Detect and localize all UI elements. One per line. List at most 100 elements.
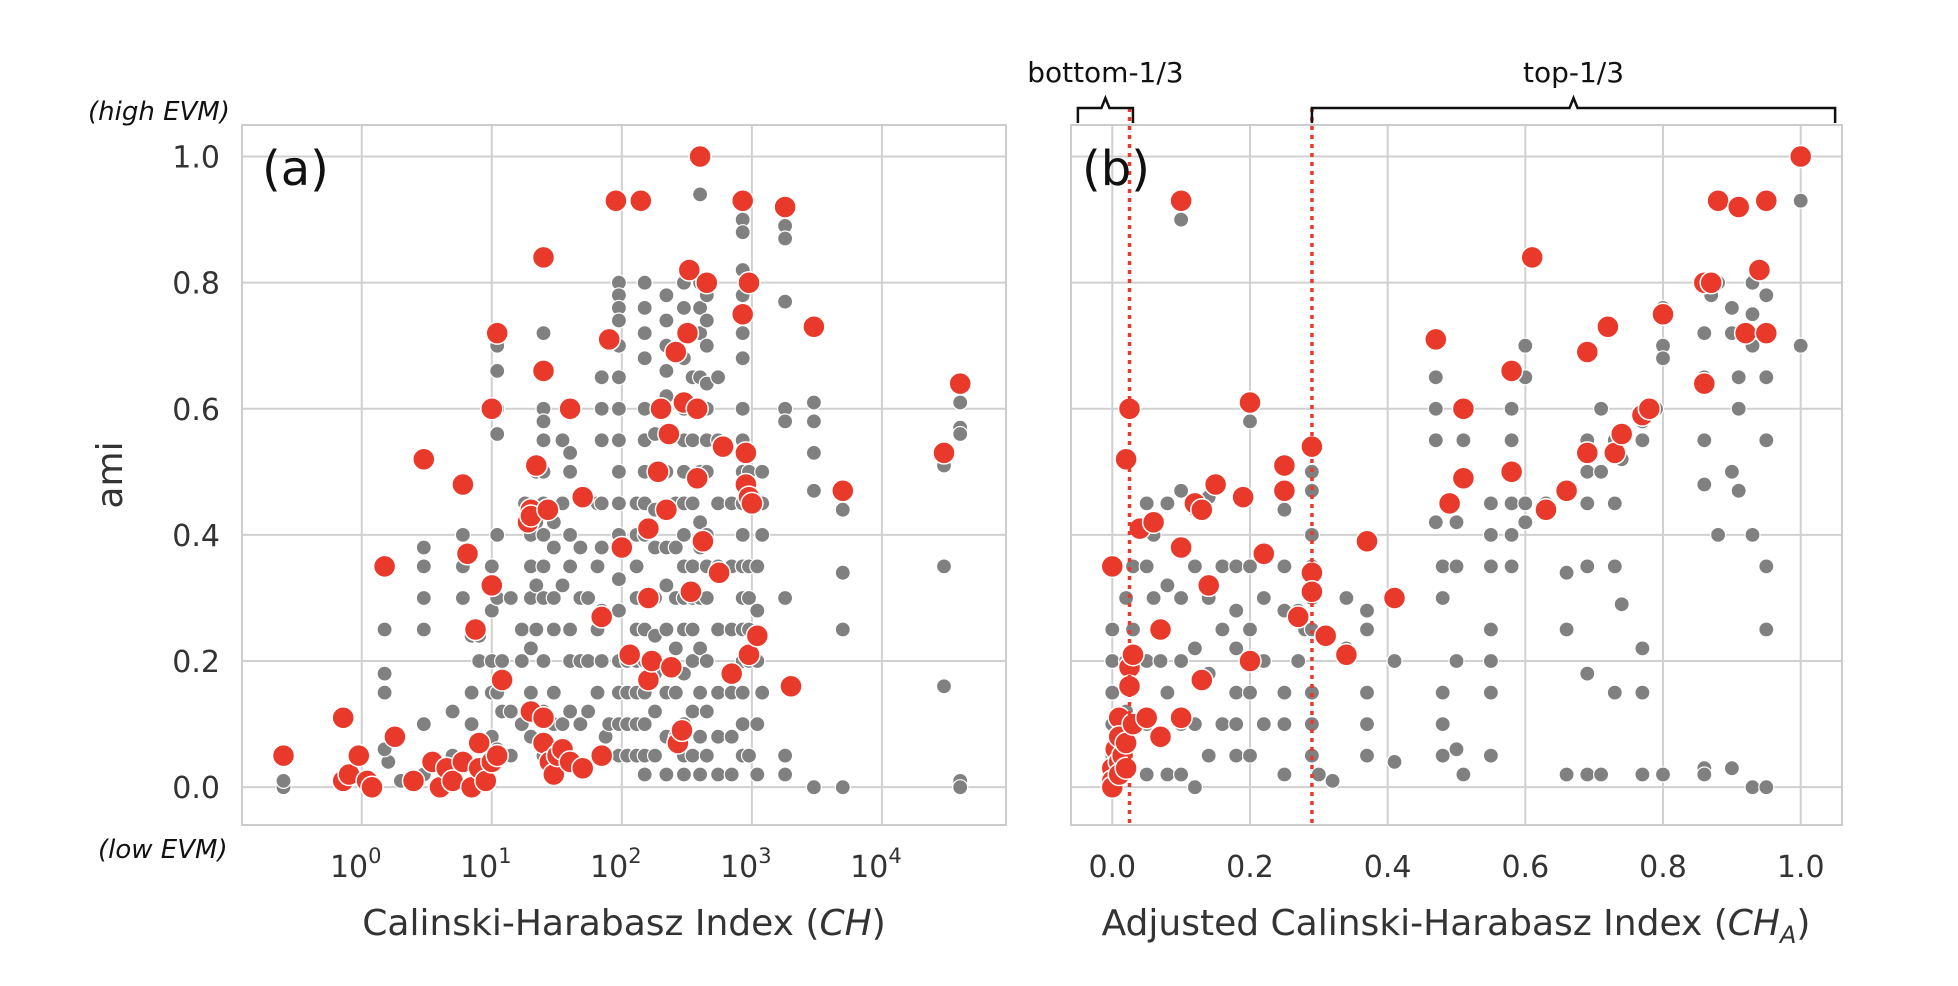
data-point	[834, 564, 851, 581]
panel-b-xlabel-italic: CH	[1728, 903, 1780, 944]
data-point	[1792, 192, 1809, 209]
panel-a-frame	[241, 124, 1007, 826]
data-point	[1558, 621, 1575, 638]
panel-b-frame	[1070, 124, 1843, 826]
x-tick-label: 1.0	[1777, 850, 1825, 885]
highlight-point	[1596, 315, 1620, 339]
data-point	[561, 703, 579, 720]
highlight-point	[1286, 605, 1310, 629]
data-point	[1723, 299, 1741, 316]
data-point	[1228, 715, 1245, 733]
highlight-point	[740, 491, 764, 516]
x-tick-label: 0.2	[1226, 850, 1274, 885]
data-point	[749, 558, 766, 575]
data-point	[691, 684, 709, 701]
panel-a-xlabel-italic: CH	[819, 903, 871, 944]
data-point	[1358, 602, 1376, 619]
data-point	[691, 299, 709, 316]
data-point	[734, 684, 751, 701]
highlight-point	[636, 586, 661, 610]
highlight-point	[1754, 188, 1779, 213]
data-point	[667, 684, 684, 701]
data-point	[1517, 337, 1534, 354]
panel-a-y-axis-label: ami	[90, 441, 131, 508]
panel-b-xlabel-main: Adjusted Calinski-Harabasz Index (	[1102, 903, 1728, 944]
highlight-point	[589, 605, 614, 629]
data-point	[1503, 526, 1520, 544]
data-point	[684, 747, 701, 764]
data-point	[658, 621, 675, 638]
data-point	[698, 747, 715, 764]
data-point	[1696, 476, 1713, 493]
data-point	[1172, 589, 1190, 607]
data-point	[1276, 558, 1293, 575]
data-point	[1358, 747, 1376, 764]
panel-b: 0.0 0.2 0.4 0.6 0.8 1.0 bottom-1/3 top-1/3 (b)…	[1027, 56, 1843, 949]
data-point	[593, 369, 610, 386]
data-point	[628, 558, 645, 575]
data-point	[1159, 495, 1176, 512]
data-point	[1276, 684, 1293, 701]
highlight-point	[691, 529, 715, 553]
data-point	[1696, 325, 1713, 342]
data-point	[610, 495, 628, 512]
data-point	[1427, 514, 1444, 531]
data-point	[1241, 684, 1259, 701]
highlight-point	[1733, 321, 1758, 345]
highlight-point	[1726, 195, 1751, 219]
highlight-point	[604, 188, 628, 213]
panel-b-red-series	[1100, 144, 1813, 799]
data-point	[709, 369, 727, 386]
data-point	[1758, 287, 1775, 304]
data-point	[1503, 432, 1520, 449]
data-point	[1434, 684, 1451, 701]
data-point	[754, 684, 771, 701]
highlight-point	[1499, 460, 1524, 484]
data-point	[1744, 779, 1761, 796]
data-point	[535, 432, 552, 449]
data-point	[1255, 589, 1272, 607]
data-point	[1241, 558, 1259, 575]
data-point	[749, 715, 766, 733]
data-point	[734, 224, 751, 241]
bracket-label: bottom-1/3	[1027, 56, 1183, 89]
bracket	[1310, 94, 1837, 123]
highlight-point	[617, 642, 642, 667]
highlight-point	[695, 270, 719, 295]
highlight-point	[773, 195, 797, 219]
data-point	[675, 766, 693, 783]
bracket-label: top-1/3	[1523, 56, 1624, 89]
highlight-point	[1169, 188, 1193, 213]
data-point	[709, 766, 727, 783]
data-point	[489, 425, 506, 443]
data-point	[1276, 766, 1293, 783]
highlight-point	[1706, 188, 1730, 213]
highlight-point	[1300, 434, 1324, 459]
data-point	[1482, 558, 1500, 575]
data-point	[528, 621, 545, 638]
bracket	[1076, 94, 1135, 123]
data-point	[935, 558, 953, 575]
data-point	[1482, 526, 1500, 544]
highlight-point	[467, 731, 491, 755]
data-point	[610, 312, 628, 329]
data-point	[952, 779, 969, 796]
data-point	[658, 362, 675, 379]
highlight-point	[730, 188, 755, 213]
data-point	[1634, 766, 1651, 783]
data-point	[684, 558, 701, 575]
data-point	[535, 413, 552, 430]
data-point	[528, 577, 545, 594]
highlight-point	[1190, 497, 1214, 522]
highlight-point	[1754, 321, 1779, 345]
data-point	[1730, 482, 1747, 499]
data-point	[1228, 640, 1245, 657]
data-point	[535, 652, 552, 670]
data-point	[1358, 684, 1376, 701]
highlight-point	[1300, 579, 1324, 604]
data-point	[1434, 558, 1451, 575]
data-point	[684, 703, 701, 720]
data-point	[1172, 482, 1190, 499]
highlight-point	[659, 655, 684, 680]
highlight-point	[734, 441, 758, 465]
